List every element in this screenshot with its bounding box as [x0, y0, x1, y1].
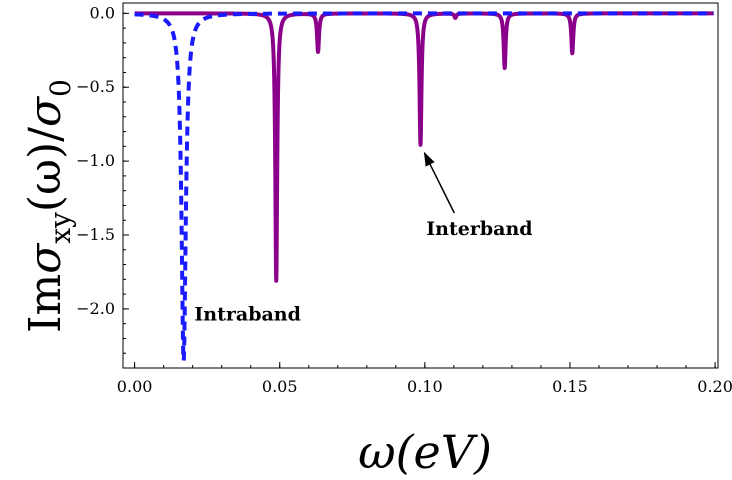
- y-label-sigma: σ: [20, 242, 71, 274]
- x-tick-label: 0.10: [407, 377, 443, 396]
- x-tick-label: 0.05: [262, 377, 298, 396]
- y-label-sub2: 0: [44, 79, 77, 97]
- ticks: 0.00 0.05 0.10 0.15 0.20 0.0 −0.5 −1.0 −1.5 −2.0: [76, 3, 732, 396]
- y-axis-label: Imσxy(ω)/σ0: [20, 79, 77, 333]
- interband-series-line: [134, 11, 715, 283]
- annotation-label: Intraband: [194, 304, 301, 326]
- x-tick-label: 0.20: [697, 377, 732, 396]
- x-axis-label: ω(eV): [358, 425, 492, 479]
- y-label-sigma2: σ: [20, 95, 71, 127]
- y-label-arg: (ω)/: [20, 127, 71, 212]
- annotation-arrow: [423, 151, 455, 214]
- plot-lines: [134, 11, 715, 363]
- y-label-im: Im: [20, 274, 71, 333]
- y-tick-label: −1.5: [76, 225, 115, 244]
- y-tick-label: −1.0: [76, 151, 115, 170]
- y-tick-label: 0.0: [90, 3, 115, 22]
- y-label-sub: xy: [44, 212, 77, 244]
- annotation-label: Interband: [426, 218, 532, 240]
- x-tick-label: 0.00: [117, 377, 153, 396]
- x-tick-label: 0.15: [552, 377, 588, 396]
- annotations: Intraband Interband: [194, 151, 533, 326]
- plot-frame: [122, 2, 719, 369]
- intraband-series-line: [134, 11, 715, 363]
- y-tick-label: −0.5: [76, 77, 115, 96]
- y-tick-label: −2.0: [76, 299, 115, 318]
